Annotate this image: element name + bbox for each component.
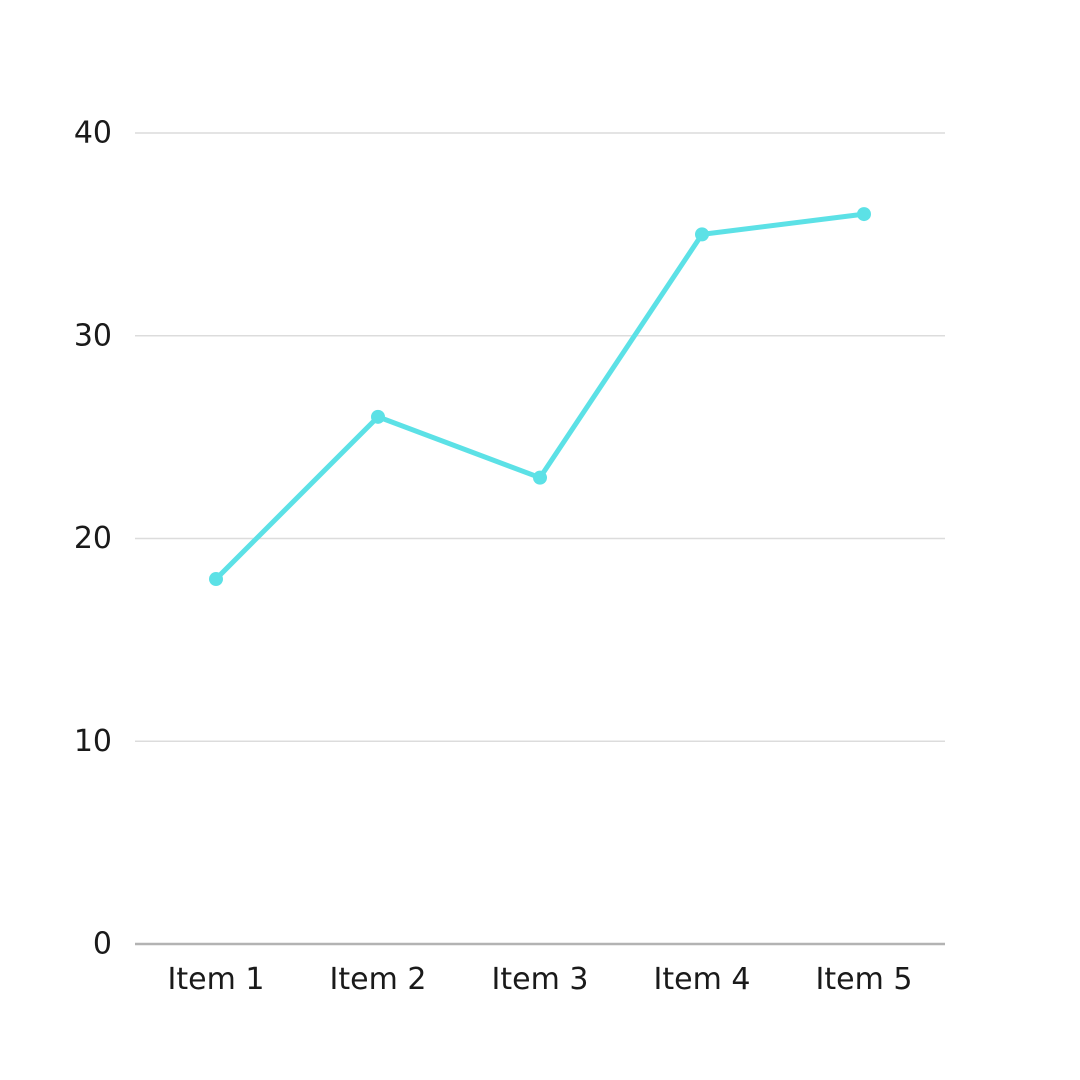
data-point (371, 409, 385, 424)
line-series (213, 211, 867, 582)
data-point (209, 572, 223, 587)
x-axis-tick-label: Item 4 (654, 962, 751, 997)
y-axis-tick-label: 30 (74, 318, 112, 353)
y-axis-tick-label: 40 (74, 116, 112, 151)
data-point (857, 207, 871, 222)
x-axis-tick-label: Item 2 (330, 962, 427, 997)
y-axis-tick-label: 20 (74, 521, 112, 556)
y-axis-tick-label: 0 (93, 927, 112, 962)
data-point (533, 470, 547, 485)
x-axis-tick-label: Item 5 (816, 962, 913, 997)
x-axis-tick-label: Item 3 (492, 962, 589, 997)
y-axis-tick-label: 10 (74, 724, 112, 759)
x-axis-tick-label: Item 1 (168, 962, 265, 997)
data-point (695, 227, 709, 242)
